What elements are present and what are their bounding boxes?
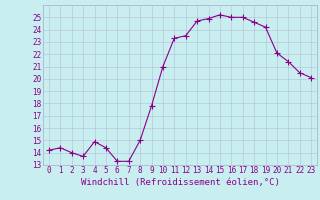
X-axis label: Windchill (Refroidissement éolien,°C): Windchill (Refroidissement éolien,°C) xyxy=(81,178,279,187)
